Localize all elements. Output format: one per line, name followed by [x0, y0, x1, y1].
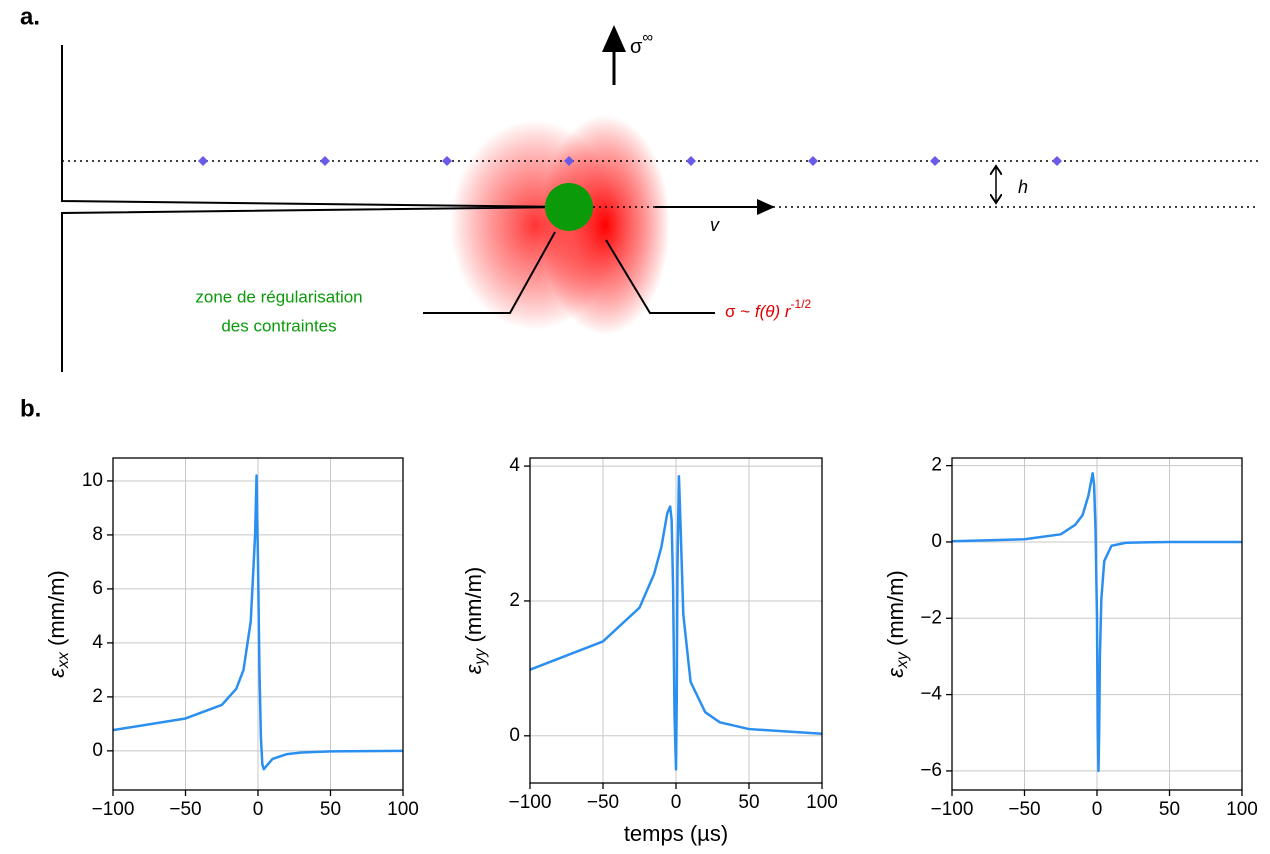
unit: (mm/m)	[461, 567, 486, 649]
leader-line	[605, 239, 715, 314]
sigma-label: σ∞	[630, 29, 653, 58]
plot-frame	[529, 457, 823, 784]
process-zone	[545, 183, 593, 231]
symbol: ε	[883, 668, 908, 678]
y-tick-label: 2	[509, 590, 520, 611]
x-tick-label: −100	[92, 799, 135, 820]
symbol: ε	[461, 664, 486, 674]
data-line	[951, 472, 1242, 773]
x-axis-label: temps (µs)	[624, 821, 728, 846]
x-tick-label: −100	[509, 792, 552, 813]
x-tick-label: 0	[671, 792, 682, 813]
y-tick-label: 8	[92, 524, 103, 545]
y-tick-label: −2	[920, 607, 942, 628]
stress-law: σ ~ f(θ) r-1/2	[725, 297, 812, 321]
panel-label: b.	[20, 395, 41, 422]
x-tick-label: 100	[1226, 799, 1258, 820]
zone-label: zone de régularisation	[195, 287, 362, 306]
y-tick-label: 4	[92, 632, 103, 653]
y-tick-label: 2	[931, 455, 942, 476]
f: f	[755, 302, 762, 321]
x-tick-label: 0	[1092, 799, 1103, 820]
h-label: h	[1018, 177, 1028, 197]
subscript: xy	[894, 651, 911, 669]
x-tick-label: −100	[931, 799, 974, 820]
lhs: σ ~	[725, 302, 755, 321]
sigma: σ	[630, 36, 643, 58]
y-tick-label: 6	[92, 578, 103, 599]
y-tick-label: 4	[509, 455, 520, 476]
x-tick-label: 100	[387, 799, 419, 820]
y-tick-label: 0	[509, 725, 520, 746]
panel-label: a.	[20, 3, 40, 30]
stress-lobe	[540, 115, 670, 335]
x-tick-label: −50	[169, 799, 201, 820]
superscript: ∞	[642, 29, 653, 46]
diagram: σ∞ h v zone de régularisation des contra…	[61, 25, 1258, 372]
unit: (mm/m)	[883, 570, 908, 652]
leader-line	[423, 231, 556, 314]
x-tick-label: 50	[1159, 799, 1180, 820]
data-line	[529, 474, 823, 771]
y-tick-label: 10	[82, 470, 103, 491]
y-tick-label: −6	[920, 760, 942, 781]
data-line	[112, 474, 404, 771]
zone-label: des contraintes	[221, 316, 336, 335]
symbol: ε	[44, 668, 69, 678]
y-axis-label: εyy (mm/m)	[461, 567, 489, 675]
y-tick-label: 0	[92, 740, 103, 761]
r: r	[780, 302, 792, 321]
x-tick-label: −50	[587, 792, 619, 813]
unit: (mm/m)	[44, 570, 69, 652]
y-axis-label: εxx (mm/m)	[44, 570, 72, 678]
y-axis-label: εxy (mm/m)	[883, 570, 911, 678]
theta: (θ)	[760, 302, 781, 321]
y-tick-label: 0	[931, 531, 942, 552]
x-tick-label: 100	[806, 792, 838, 813]
plot-frame	[951, 457, 1243, 791]
x-tick-label: 50	[738, 792, 759, 813]
y-tick-label: −4	[920, 684, 942, 705]
y-tick-label: 2	[92, 686, 103, 707]
subscript: xx	[55, 651, 72, 669]
chart: −100 −50 0 50 100 −6 −4 −2 0 2 εxy (mm/m)	[883, 455, 1258, 820]
exponent: -1/2	[791, 297, 812, 311]
x-tick-label: 50	[320, 799, 341, 820]
sensors	[198, 156, 1062, 166]
x-tick-label: −50	[1008, 799, 1040, 820]
chart: −100 −50 0 50 100 0 2 4 εyy (mm/m) temps (µs)	[461, 455, 838, 846]
plot-frame	[112, 457, 404, 791]
chart: −100 −50 0 50 100 0 2 4 6 8 10 εxx (mm/m)	[44, 457, 419, 820]
x-tick-label: 0	[253, 799, 264, 820]
subscript: yy	[472, 648, 489, 666]
v-label: v	[710, 215, 720, 235]
